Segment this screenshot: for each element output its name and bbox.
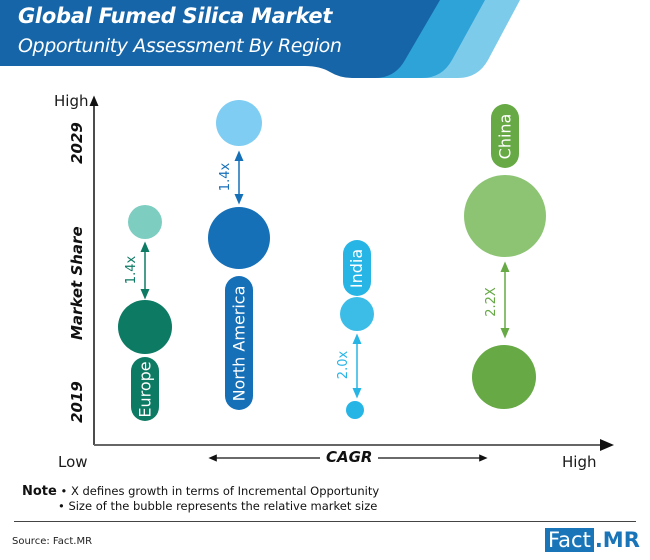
logo-fact: Fact	[545, 528, 594, 552]
europe-label-pill: Europe	[131, 357, 159, 421]
north-america-2019-bubble	[208, 207, 270, 269]
factmr-logo: Fact .MR	[545, 528, 640, 552]
north-america-label-pill: North America	[225, 276, 253, 410]
y-axis-title: Market Share	[68, 226, 86, 340]
china-label-pill: China	[491, 104, 519, 168]
note-line-2: • Size of the bubble represents the rela…	[58, 499, 378, 513]
north-america-label: North America	[229, 285, 249, 401]
europe-2019-bubble	[118, 300, 172, 354]
india-2029-bubble	[340, 297, 374, 331]
y-axis-high-label: High	[54, 92, 89, 110]
chart-subtitle: Opportunity Assessment By Region	[18, 35, 342, 57]
chart-title: Global Fumed Silica Market	[18, 4, 333, 28]
north-america-multiplier: 1.4x	[218, 162, 233, 192]
china-multiplier: 2.2X	[484, 287, 499, 317]
india-label-pill: India	[343, 240, 371, 296]
europe-multiplier: 1.4x	[124, 255, 139, 285]
note-line-1: • X defines growth in terms of Increment…	[60, 484, 380, 498]
year-2029-label: 2029	[68, 122, 86, 164]
china-2029-bubble	[464, 175, 546, 257]
europe-2029-bubble	[128, 205, 162, 239]
x-axis-high-label: High	[562, 453, 597, 471]
year-2019-label: 2019	[68, 381, 86, 423]
note-label: Note	[22, 484, 57, 499]
logo-mr: .MR	[594, 528, 640, 552]
europe-label: Europe	[135, 360, 155, 418]
north-america-2029-bubble	[216, 100, 262, 146]
header-shape	[0, 0, 520, 78]
source-text: Source: Fact.MR	[12, 536, 93, 547]
x-axis-title: CAGR	[326, 448, 373, 466]
header-banner: Global Fumed Silica Market Opportunity A…	[0, 0, 650, 80]
y-axis-low-label: Low	[58, 453, 88, 471]
chart-notes: Note • X defines growth in terms of Incr…	[22, 484, 379, 514]
india-label: India	[347, 248, 367, 288]
india-multiplier: 2.0x	[336, 350, 351, 380]
india-2019-bubble	[346, 401, 364, 419]
china-2019-bubble	[472, 345, 536, 409]
china-label: China	[495, 113, 515, 159]
footer-divider	[14, 521, 636, 522]
